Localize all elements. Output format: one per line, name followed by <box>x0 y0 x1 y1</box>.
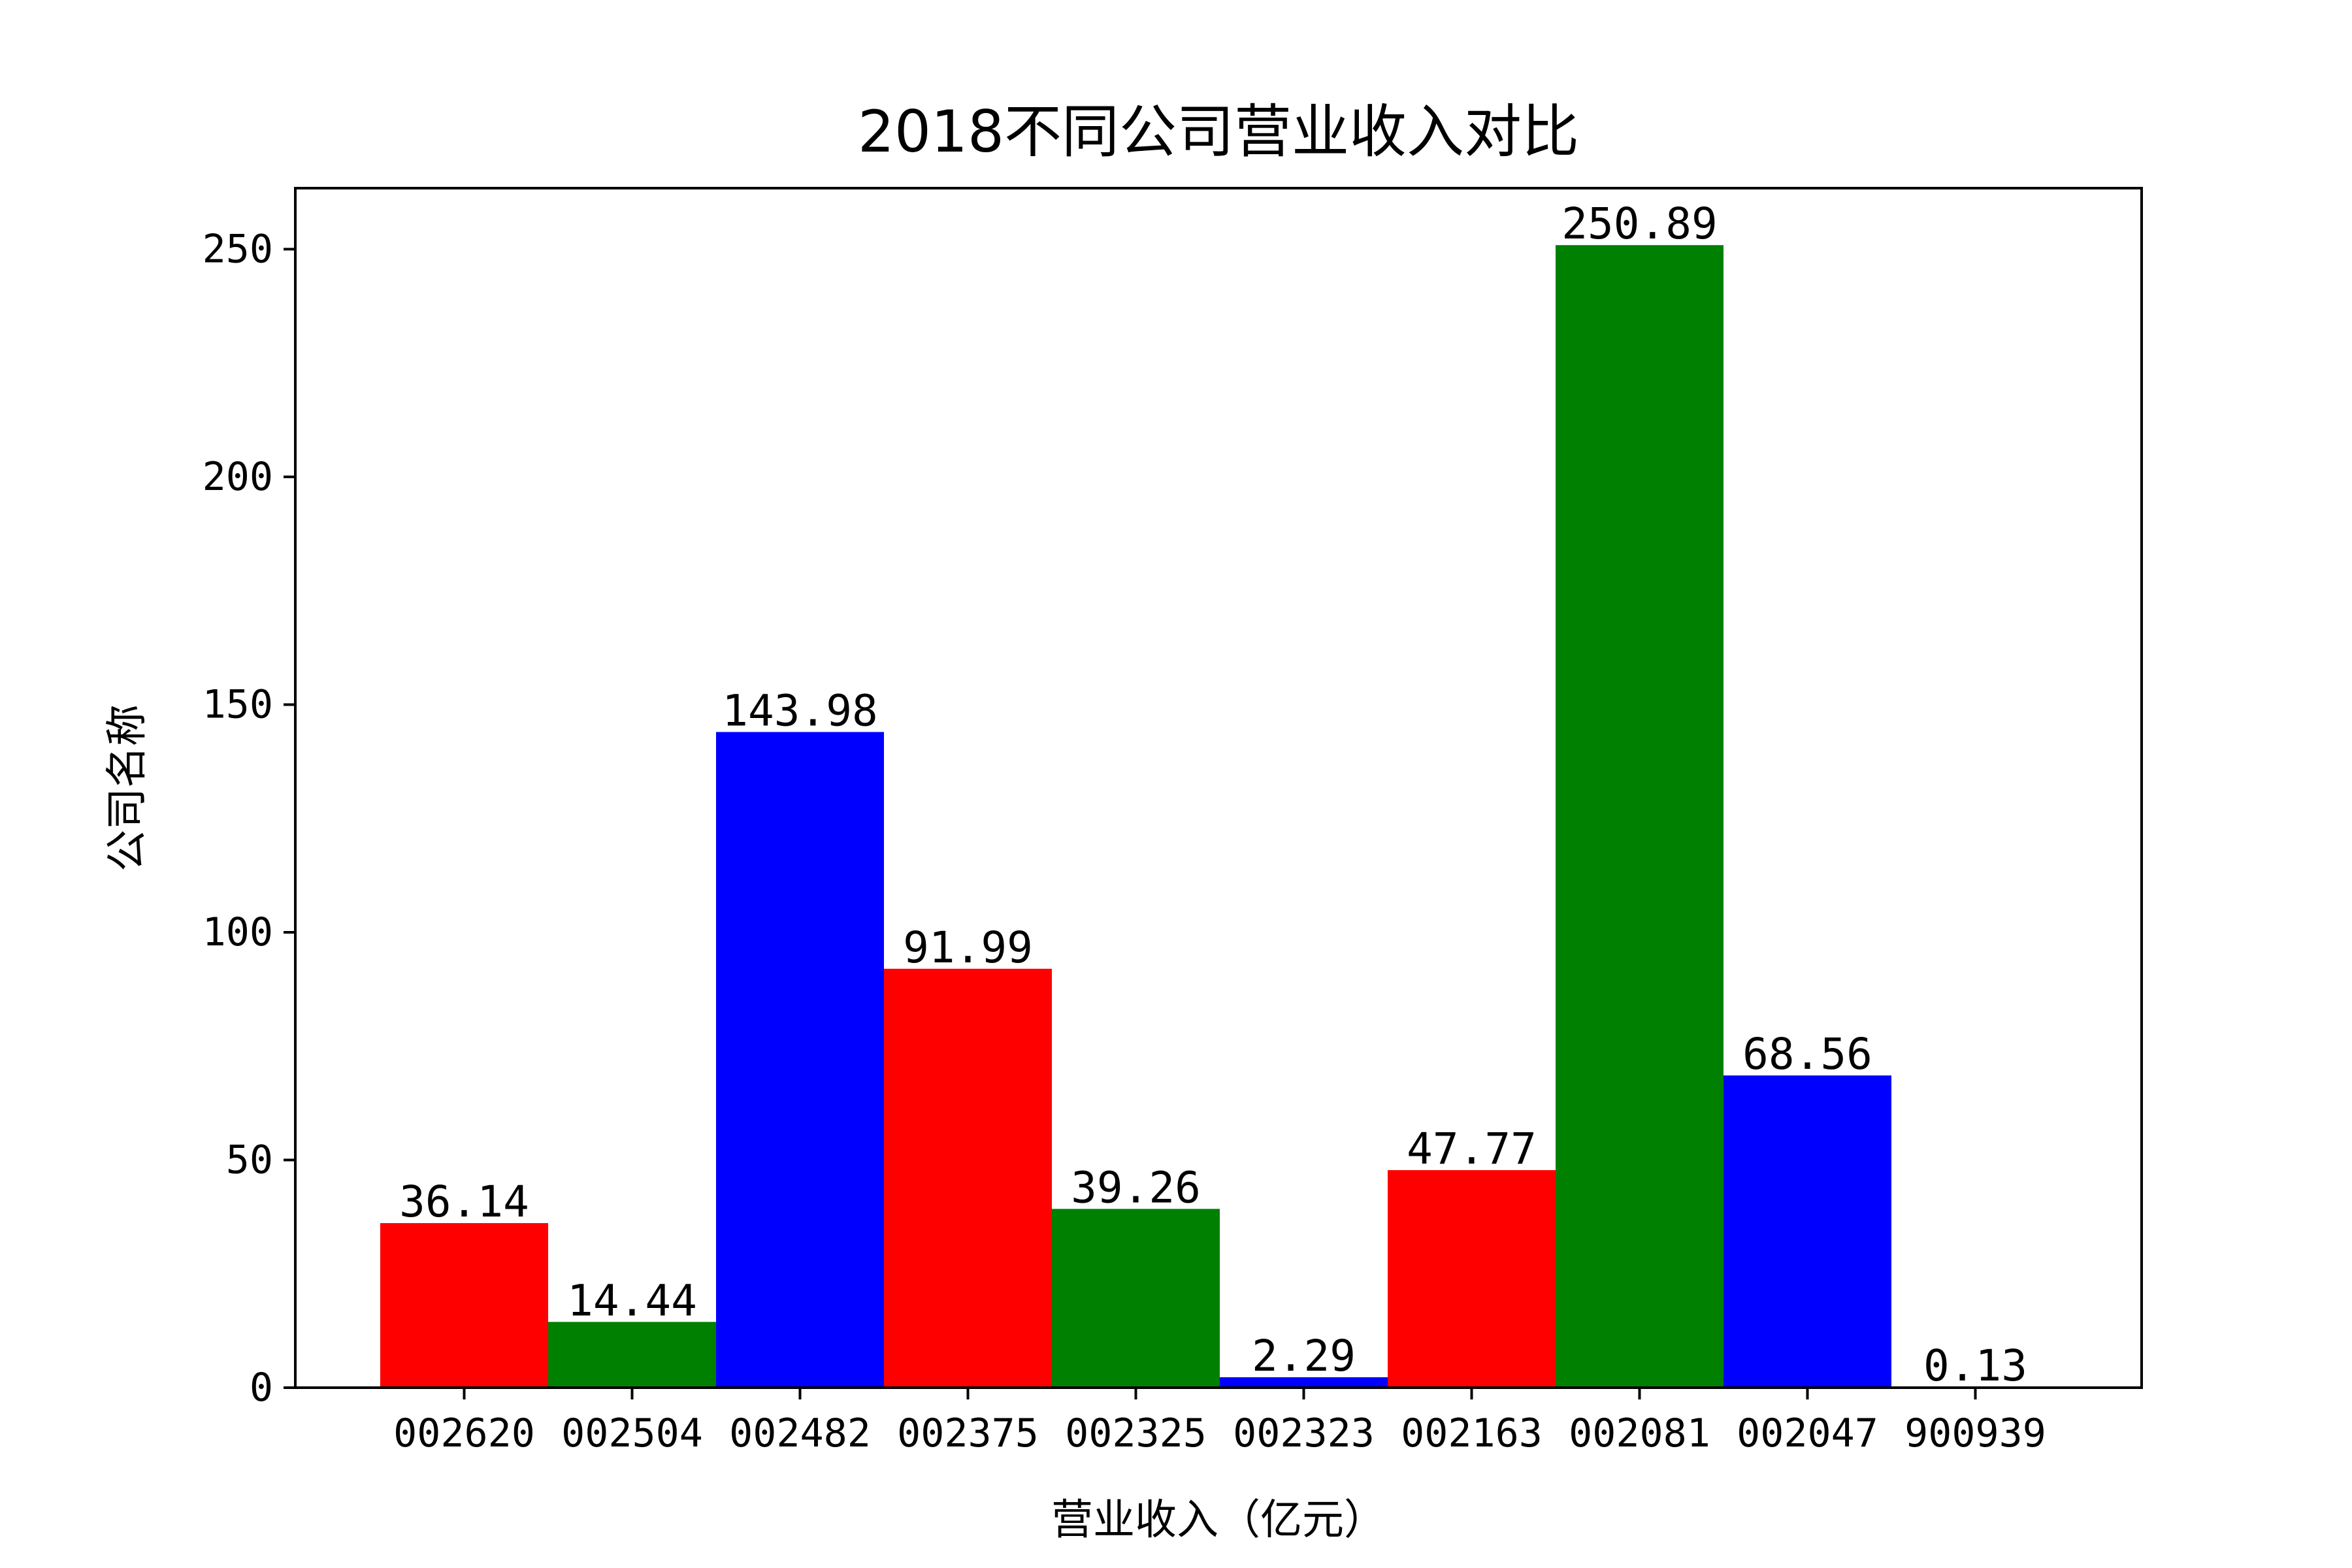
y-tick-label-100: 100 <box>203 909 273 955</box>
y-tick-label-50: 50 <box>226 1137 273 1183</box>
bar-002081 <box>1556 245 1723 1388</box>
value-label-002163: 47.77 <box>1407 1124 1537 1174</box>
y-tick-label-0: 0 <box>250 1365 273 1411</box>
y-axis-title: 公司名称 <box>103 704 152 872</box>
bar-002325 <box>1052 1209 1220 1388</box>
value-label-002325: 39.26 <box>1071 1162 1201 1213</box>
x-tick-label-002163: 002163 <box>1401 1411 1543 1456</box>
value-labels-group: 36.14 14.44 143.98 91.99 39.26 2.29 47.77 250.8… <box>399 199 2027 1391</box>
value-label-002047: 68.56 <box>1742 1029 1872 1079</box>
x-axis: 002620 002504 002482 002375 002325 002323 0021… <box>393 1388 2046 1456</box>
x-tick-label-002504: 002504 <box>561 1411 703 1456</box>
y-axis: 0 50 100 150 200 250 <box>203 226 295 1411</box>
value-label-900939: 0.13 <box>1923 1341 2027 1391</box>
chart-title: 2018不同公司营业收入对比 <box>858 98 1579 165</box>
value-label-002081: 250.89 <box>1561 199 1717 249</box>
x-tick-label-002047: 002047 <box>1737 1411 1878 1456</box>
value-label-002482: 143.98 <box>722 685 877 736</box>
x-tick-label-002081: 002081 <box>1569 1411 1710 1456</box>
bar-002482 <box>716 732 884 1388</box>
bar-002047 <box>1723 1075 1891 1388</box>
x-tick-label-002482: 002482 <box>729 1411 871 1456</box>
x-tick-label-002323: 002323 <box>1233 1411 1375 1456</box>
x-tick-label-900939: 900939 <box>1904 1411 2046 1456</box>
value-label-002323: 2.29 <box>1252 1331 1356 1381</box>
y-tick-label-200: 200 <box>203 454 273 500</box>
x-tick-label-002375: 002375 <box>897 1411 1039 1456</box>
plot-frame <box>294 187 2143 1389</box>
y-tick-label-150: 150 <box>203 681 273 727</box>
value-label-002504: 14.44 <box>567 1275 697 1326</box>
value-label-002375: 91.99 <box>903 923 1033 973</box>
bar-002163 <box>1388 1170 1556 1388</box>
x-tick-label-002325: 002325 <box>1065 1411 1207 1456</box>
x-axis-title: 营业收入（亿元） <box>1051 1496 1386 1544</box>
value-label-002620: 36.14 <box>399 1177 529 1227</box>
bar-002375 <box>884 968 1052 1388</box>
y-tick-label-250: 250 <box>203 226 273 272</box>
bar-002620 <box>380 1223 548 1388</box>
x-tick-label-002620: 002620 <box>393 1411 535 1456</box>
bar-002323 <box>1220 1377 1388 1388</box>
bars-group <box>380 245 2059 1388</box>
bar-002504 <box>548 1322 716 1388</box>
